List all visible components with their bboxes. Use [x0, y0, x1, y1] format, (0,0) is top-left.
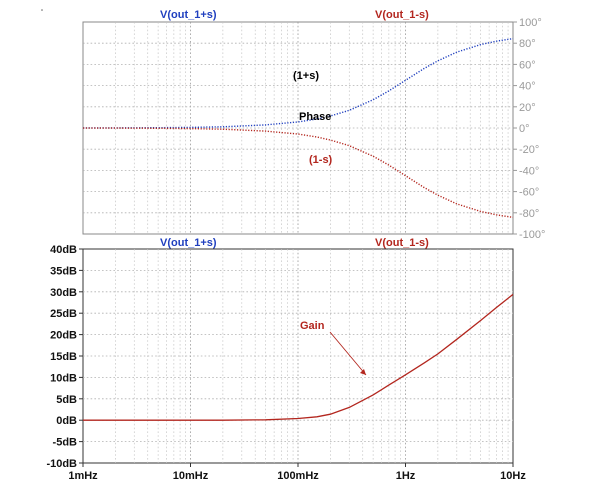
- y-tick-label: 30dB: [50, 287, 77, 299]
- phase-curves: [83, 37, 514, 219]
- series-line-v-out-1-s-: [83, 127, 514, 219]
- gain-annotation-arrowhead: [360, 369, 366, 375]
- y-tick-label: 40dB: [50, 244, 77, 256]
- y-tick-label: -60°: [519, 187, 539, 199]
- y-tick-label: 100°: [519, 17, 542, 29]
- stray-dot: [41, 9, 43, 11]
- y-tick-label: -40°: [519, 165, 539, 177]
- phase-annotation-plus: (1+s): [293, 70, 319, 82]
- y-tick-label: -10dB: [46, 458, 77, 470]
- gain-y-axis: 40dB 35dB 30dB 25dB 20dB 15dB 10dB 5dB 0dB -5dB -1…: [46, 244, 83, 470]
- y-tick-label: 40°: [519, 81, 536, 93]
- y-tick-label: -100°: [519, 229, 545, 241]
- y-tick-label: 0°: [519, 123, 530, 135]
- series-line-v-out-1-s-: [83, 293, 514, 421]
- series-line-v-out-1-s-: [83, 37, 514, 129]
- gain-curves: [83, 293, 514, 421]
- y-tick-label: 25dB: [50, 308, 77, 320]
- y-tick-label: 20dB: [50, 330, 77, 342]
- y-tick-label: 5dB: [56, 394, 77, 406]
- y-tick-label: 10dB: [50, 372, 77, 384]
- y-tick-label: -20°: [519, 144, 539, 156]
- phase-grid: [83, 22, 513, 234]
- x-tick-label: 1Hz: [396, 470, 416, 482]
- phase-legend-entry-2: V(out_1-s): [375, 9, 429, 21]
- x-tick-label: 100mHz: [277, 470, 319, 482]
- gain-annotation-arrow: [329, 331, 367, 376]
- gain-panel: 40dB 35dB 30dB 25dB 20dB 15dB 10dB 5dB 0dB -5dB -1…: [46, 237, 526, 482]
- x-tick-label: 10mHz: [173, 470, 209, 482]
- gain-legend-entry-2: V(out_1-s): [375, 237, 429, 249]
- gain-x-axis: 1mHz 10mHz 100mHz 1Hz 10Hz: [68, 463, 526, 482]
- y-tick-label: 80°: [519, 38, 536, 50]
- y-tick-label: 35dB: [50, 265, 77, 277]
- phase-annotation-minus: (1-s): [309, 154, 333, 166]
- y-tick-label: 60°: [519, 59, 536, 71]
- gain-grid: [83, 249, 513, 463]
- x-tick-label: 10Hz: [500, 470, 526, 482]
- y-tick-label: -80°: [519, 208, 539, 220]
- y-tick-label: 0dB: [56, 415, 77, 427]
- phase-legend-entry-1: V(out_1+s): [160, 9, 217, 21]
- y-tick-label: 15dB: [50, 351, 77, 363]
- phase-y-axis: 100° 80° 60° 40° 20° 0° -20° -40° -60° -80° -100°: [513, 17, 545, 241]
- phase-panel: 100°80°60°40°20°0°-20°-40°-60°-80°-100° …: [82, 9, 545, 241]
- gain-legend-entry-1: V(out_1+s): [160, 237, 217, 249]
- y-tick-label: 20°: [519, 102, 536, 114]
- gain-annotation-label: Gain: [300, 320, 325, 332]
- y-tick-label: -5dB: [53, 437, 78, 449]
- phase-annotation-title: Phase: [299, 111, 331, 123]
- x-tick-label: 1mHz: [68, 470, 98, 482]
